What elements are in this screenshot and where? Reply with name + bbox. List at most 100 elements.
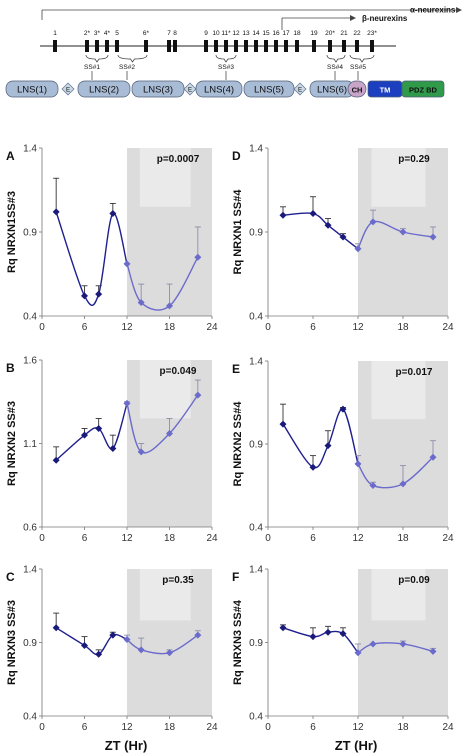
y-axis-label: Rq NRXN3 SS#4 <box>232 599 244 685</box>
exon-box <box>244 40 248 52</box>
x-tick-label: 12 <box>352 322 364 333</box>
y-tick-label: 0.4 <box>249 312 263 323</box>
exon-box <box>264 40 268 52</box>
data-point-marker <box>95 650 103 658</box>
x-tick-label: 24 <box>442 722 454 733</box>
dark-phase-series-line <box>126 394 199 454</box>
y-tick-label: 1.6 <box>23 356 37 367</box>
data-point-marker <box>279 211 287 219</box>
exon-box <box>115 40 119 52</box>
data-point-marker <box>166 429 173 437</box>
x-tick-label: 12 <box>352 533 364 544</box>
data-point-marker <box>137 448 145 456</box>
light-phase-series-line <box>55 211 128 306</box>
x-tick-label: 24 <box>442 322 454 333</box>
data-point-marker <box>95 424 103 432</box>
y-tick-label: 1.1 <box>23 439 37 450</box>
dark-phase-highlight <box>139 569 191 621</box>
splice-site-label: SS#4 <box>327 64 343 71</box>
panel-d: 1.4 0.9 0.40 6 12 18 24 D Rq NRXN1 SS#4 p=0.29 <box>232 144 454 334</box>
exon-box <box>85 40 89 52</box>
y-tick-label: 0.4 <box>23 312 37 323</box>
dark-phase-highlight <box>139 148 191 207</box>
splice-brace <box>117 54 148 63</box>
x-tick-label: 0 <box>265 533 271 544</box>
exon-label: 10 <box>212 30 220 37</box>
lns-domain-box <box>5 80 59 98</box>
splice-brace <box>349 54 375 63</box>
exon-box <box>224 40 228 52</box>
exon-label: 7 <box>167 30 171 37</box>
splice-site-label: SS#5 <box>350 64 366 71</box>
panel-letter: F <box>232 570 239 584</box>
exon-label: 20* <box>325 30 335 37</box>
data-point-marker <box>369 218 377 226</box>
x-tick-label: 6 <box>82 533 88 544</box>
y-tick-label: 0.9 <box>249 440 263 451</box>
data-point-marker <box>123 399 131 407</box>
data-point-marker <box>399 640 407 648</box>
pdz-domain-label: PDZ BD <box>409 85 438 94</box>
x-tick-label: 24 <box>206 533 218 544</box>
lns-domain-label: LNS(1) <box>17 84 47 95</box>
panel-e: 1.4 0.9 0.40 6 12 18 24 E Rq NRXN2 SS#4 p=0.017 <box>232 357 454 545</box>
x-tick-label: 12 <box>352 722 364 733</box>
light-phase-series-line <box>55 627 128 656</box>
panel-f: 1.4 0.9 0.40 6 12 18 24 F Rq NRXN3 SS#4 p=0.09 <box>232 565 454 734</box>
x-tick-label: 0 <box>265 722 271 733</box>
y-axis-label: Rq NRXN2 SS#3 <box>6 401 18 486</box>
x-tick-label: 6 <box>310 722 316 733</box>
panel-letter: E <box>232 362 240 376</box>
lns-domain-label: LNS(2) <box>89 84 119 95</box>
x-tick-label: 18 <box>397 533 409 544</box>
exon-label: 17 <box>282 30 290 37</box>
x-tick-label: 12 <box>121 722 133 733</box>
x-tick-label: 18 <box>397 722 409 733</box>
exon-box <box>53 40 57 52</box>
panel-c: 1.4 0.9 0.40 6 12 18 24 C Rq NRXN3 SS#3 p=0.35 <box>6 565 218 734</box>
p-value-label: p=0.0007 <box>157 154 200 165</box>
exon-box <box>274 40 278 52</box>
light-phase-series-line <box>282 212 359 250</box>
exon-label: 3* <box>94 30 101 37</box>
data-point-marker <box>137 646 145 654</box>
exon-label: 16 <box>272 30 280 37</box>
panel-b: 1.6 1.1 0.60 6 12 18 24 B Rq NRXN2 SS#3 p=0.049 <box>6 356 218 545</box>
alpha-neurexins-label: α-neurexins <box>410 6 456 15</box>
y-tick-label: 0.9 <box>249 638 263 649</box>
y-axis-label: Rq NRXN3 SS#3 <box>6 600 18 685</box>
data-point-marker <box>194 391 202 399</box>
panel-letter: C <box>6 570 15 584</box>
x-tick-label: 18 <box>164 533 176 544</box>
exon-label: 5 <box>115 30 119 37</box>
y-tick-label: 0.9 <box>249 228 263 239</box>
egf-domain-diamond <box>293 82 307 96</box>
exon-box <box>312 40 316 52</box>
data-point-marker <box>354 649 362 657</box>
y-tick-label: 1.4 <box>249 144 263 155</box>
y-tick-label: 1.4 <box>249 357 263 368</box>
x-tick-label: 6 <box>82 322 88 333</box>
data-point-marker <box>52 456 60 464</box>
y-axis-label: Rq NRXN1SS#3 <box>6 191 18 273</box>
exon-label: 15 <box>262 30 270 37</box>
x-tick-label: 24 <box>206 322 218 333</box>
data-point-marker <box>137 299 145 307</box>
splice-site-label: SS#2 <box>119 64 135 71</box>
data-point-marker <box>109 210 117 218</box>
exon-label: 8 <box>173 30 177 37</box>
y-axis-label: Rq NRXN1 SS#4 <box>232 189 244 275</box>
data-point-marker <box>81 641 88 649</box>
data-point-marker <box>52 208 60 216</box>
x-tick-label: 24 <box>206 722 218 733</box>
gene-map: α-neurexins β-neurexins 1 2* 3* 4* 5 6* 7 8 9 10 1… <box>40 6 462 80</box>
exon-box <box>105 40 109 52</box>
egf-domain-label: E <box>66 88 70 94</box>
exon-box <box>234 40 238 52</box>
data-point-marker <box>81 292 88 300</box>
x-tick-label: 6 <box>310 533 316 544</box>
exon-label: 13 <box>242 30 250 37</box>
data-point-marker <box>166 302 173 310</box>
exon-label: 11* <box>221 30 231 37</box>
